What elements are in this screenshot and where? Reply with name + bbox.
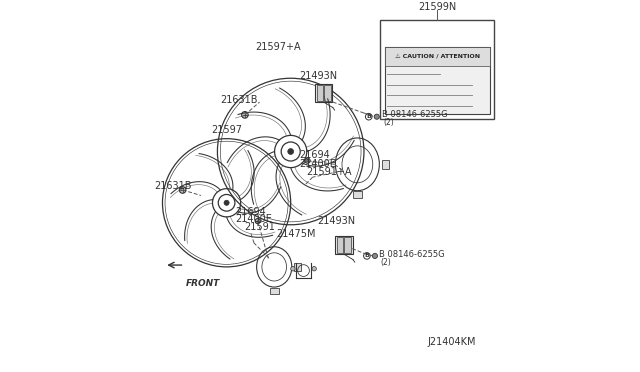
Bar [317, 85, 323, 100]
Bar [353, 192, 362, 198]
Circle shape [179, 187, 186, 193]
Bar [315, 84, 332, 102]
Text: 21694: 21694 [299, 150, 330, 160]
Text: 21493N: 21493N [317, 216, 356, 226]
Text: B 08146-6255G: B 08146-6255G [381, 110, 447, 119]
Text: 21694: 21694 [235, 207, 266, 217]
Bar [385, 47, 490, 66]
Text: ⚠ CAUTION / ATTENTION: ⚠ CAUTION / ATTENTION [395, 54, 480, 59]
Text: 21597+A: 21597+A [255, 42, 301, 52]
Bar [385, 47, 490, 114]
Bar [380, 20, 494, 119]
Circle shape [255, 218, 260, 224]
Bar [344, 237, 351, 253]
Bar [324, 85, 331, 100]
Circle shape [291, 266, 295, 271]
Bar [335, 236, 353, 254]
Text: 21631B: 21631B [154, 181, 191, 191]
Text: (2): (2) [381, 258, 392, 267]
Bar [382, 160, 388, 169]
Bar [270, 288, 278, 294]
Text: B: B [366, 114, 371, 119]
Text: (2): (2) [383, 118, 394, 128]
Text: 21599N: 21599N [418, 2, 456, 12]
Circle shape [374, 114, 380, 119]
Text: FRONT: FRONT [186, 279, 221, 288]
Bar [294, 263, 301, 271]
Text: B: B [364, 253, 369, 259]
Circle shape [288, 148, 294, 154]
Text: J21404KM: J21404KM [428, 337, 476, 347]
Text: 21475M: 21475M [276, 229, 316, 239]
Circle shape [242, 112, 248, 118]
Text: 21493N: 21493N [299, 71, 337, 81]
Circle shape [224, 200, 229, 205]
Text: 21597: 21597 [211, 125, 242, 135]
Text: 21631B: 21631B [221, 95, 258, 105]
Text: B 08146-6255G: B 08146-6255G [380, 250, 445, 259]
Text: 21591: 21591 [244, 222, 275, 232]
Circle shape [305, 158, 310, 163]
Text: 21400E: 21400E [300, 159, 337, 169]
Circle shape [312, 266, 316, 271]
Text: 21591+A: 21591+A [307, 167, 352, 177]
Text: 21400E: 21400E [236, 214, 273, 224]
Bar [337, 237, 344, 253]
Circle shape [372, 253, 378, 259]
